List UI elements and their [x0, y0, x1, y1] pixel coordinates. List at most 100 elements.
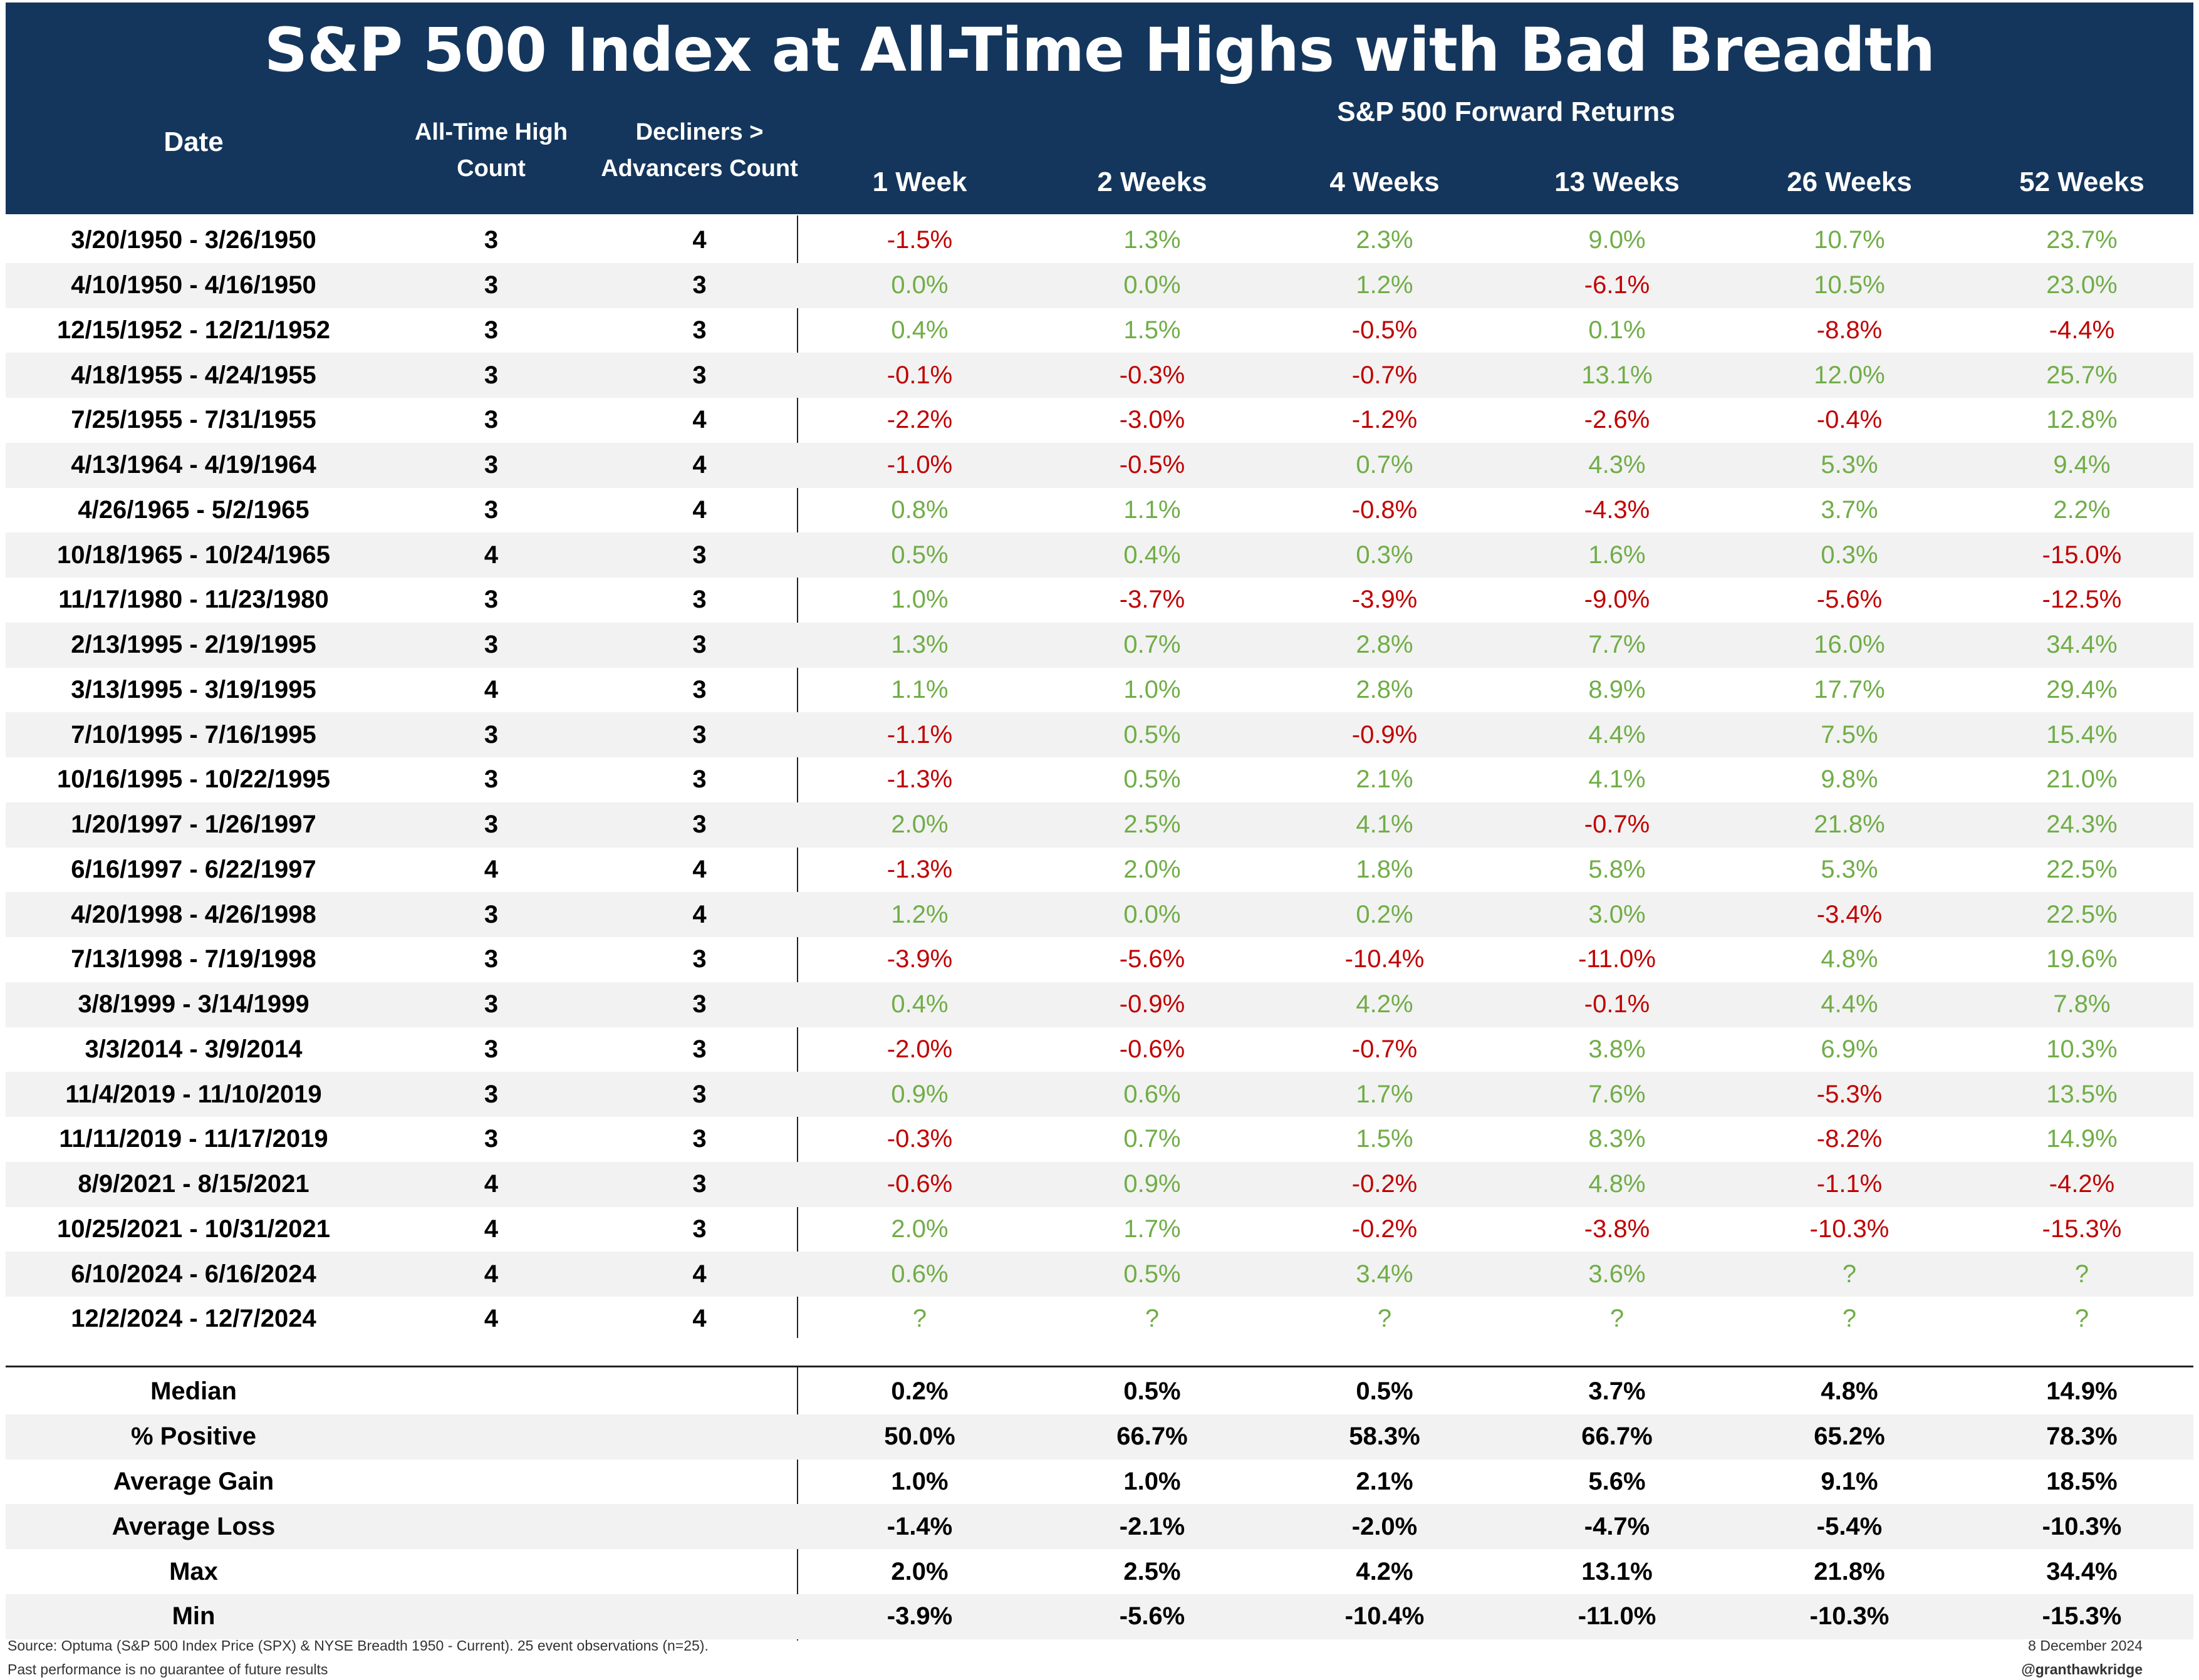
summary-value: 58.3% [1349, 1423, 1420, 1451]
date-cell: 4/10/1950 - 4/16/1950 [71, 271, 316, 299]
summary-row: Min -3.9% -5.6% -10.4% -11.0% -10.3% -15.3% [6, 1594, 2193, 1639]
return-cell: 25.7% [2046, 361, 2118, 389]
return-cell: -3.4% [1816, 900, 1883, 928]
summary-value: 1.0% [1123, 1467, 1181, 1495]
return-cell: 5.8% [1588, 855, 1646, 883]
return-cell: -0.5% [1351, 316, 1418, 344]
return-cell: ? [2074, 1260, 2089, 1288]
date-cell: 10/16/1995 - 10/22/1995 [57, 765, 330, 794]
decliners-count-cell: 3 [692, 1035, 707, 1063]
header-date: Date [164, 127, 224, 157]
ath-count-cell: 3 [484, 720, 499, 749]
return-cell: 1.1% [1123, 495, 1181, 524]
ath-count-cell: 3 [484, 1125, 499, 1153]
ath-count-cell: 3 [484, 316, 499, 344]
summary-value: -2.0% [1351, 1512, 1418, 1540]
decliners-count-cell: 3 [692, 631, 707, 659]
return-cell: 3.0% [1588, 900, 1646, 928]
return-cell: 2.8% [1356, 675, 1413, 703]
summary-value: -1.4% [886, 1512, 953, 1540]
return-cell: 0.2% [1356, 900, 1413, 928]
return-cell: 4.4% [1588, 720, 1646, 749]
table-row: 3/20/1950 - 3/26/1950 3 4 -1.5% 1.3% 2.3% 9.0%… [6, 218, 2193, 263]
summary-value: 78.3% [2046, 1423, 2118, 1451]
return-cell: 5.3% [1821, 855, 1878, 883]
return-cell: 9.4% [2053, 451, 2111, 479]
return-cell: -3.7% [1119, 586, 1185, 614]
return-cell: -0.3% [886, 1125, 953, 1153]
ath-count-cell: 3 [484, 990, 499, 1019]
date-cell: 12/15/1952 - 12/21/1952 [57, 316, 330, 344]
summary-label: % Positive [130, 1423, 257, 1451]
ath-count-cell: 3 [484, 631, 499, 659]
return-cell: 4.1% [1588, 765, 1646, 794]
summary-value: 0.5% [1356, 1377, 1413, 1406]
ath-count-cell: 3 [484, 900, 499, 928]
decliners-count-cell: 3 [692, 675, 707, 703]
decliners-count-cell: 3 [692, 811, 707, 839]
date-cell: 7/25/1955 - 7/31/1955 [71, 406, 316, 434]
summary-value: 13.1% [1581, 1557, 1653, 1585]
return-cell: 7.5% [1821, 720, 1878, 749]
return-cell: 22.5% [2046, 900, 2118, 928]
summary-value: 0.5% [1123, 1377, 1181, 1406]
return-cell: 0.3% [1356, 541, 1413, 569]
date-cell: 3/13/1995 - 3/19/1995 [71, 675, 316, 703]
header-4-weeks: 4 Weeks [1329, 167, 1440, 197]
return-cell: -8.2% [1816, 1125, 1883, 1153]
summary-value: 2.1% [1356, 1467, 1413, 1495]
footer-handle: @granthawkridge [2021, 1661, 2143, 1677]
decliners-count-cell: 4 [692, 855, 707, 883]
return-cell: 8.9% [1588, 675, 1646, 703]
return-cell: 4.2% [1356, 990, 1413, 1019]
table-header: S&P 500 Index at All-Time Highs with Bad… [6, 3, 2193, 214]
return-cell: 2.1% [1356, 765, 1413, 794]
data-rows: 3/20/1950 - 3/26/1950 3 4 -1.5% 1.3% 2.3% 9.0%… [6, 218, 2193, 1342]
summary-value: -5.6% [1119, 1602, 1185, 1631]
return-cell: 15.4% [2046, 720, 2118, 749]
return-cell: 22.5% [2046, 855, 2118, 883]
table-row: 3/13/1995 - 3/19/1995 4 3 1.1% 1.0% 2.8% 8.9% 1… [6, 668, 2193, 713]
return-cell: -0.4% [1816, 406, 1883, 434]
return-cell: ? [1377, 1305, 1392, 1333]
header-1-week: 1 Week [872, 167, 967, 197]
date-cell: 3/8/1999 - 3/14/1999 [78, 990, 309, 1019]
return-cell: 13.5% [2046, 1080, 2118, 1108]
return-cell: -0.7% [1584, 811, 1650, 839]
decliners-count-cell: 3 [692, 945, 707, 973]
return-cell: 9.0% [1588, 226, 1646, 254]
return-cell: 2.5% [1123, 811, 1181, 839]
return-cell: -0.1% [1584, 990, 1650, 1019]
return-cell: 0.4% [1123, 541, 1181, 569]
return-cell: -0.2% [1351, 1215, 1418, 1243]
return-cell: 3.8% [1588, 1035, 1646, 1063]
return-cell: 1.7% [1356, 1080, 1413, 1108]
table-row: 3/8/1999 - 3/14/1999 3 3 0.4% -0.9% 4.2% -0.1%… [6, 982, 2193, 1027]
return-cell: 7.6% [1588, 1080, 1646, 1108]
decliners-count-cell: 4 [692, 495, 707, 524]
summary-label: Median [150, 1377, 237, 1406]
header-dec-line2: Advancers Count [601, 155, 798, 182]
summary-value: 0.2% [891, 1377, 949, 1406]
return-cell: -0.9% [1119, 990, 1185, 1019]
return-cell: -0.1% [886, 361, 953, 389]
decliners-count-cell: 3 [692, 586, 707, 614]
date-cell: 6/16/1997 - 6/22/1997 [71, 855, 316, 883]
return-cell: 16.0% [1814, 631, 1885, 659]
return-cell: 0.4% [891, 990, 949, 1019]
date-cell: 3/20/1950 - 3/26/1950 [71, 226, 316, 254]
return-cell: 1.8% [1356, 855, 1413, 883]
return-cell: -0.9% [1351, 720, 1418, 749]
summary-value: 21.8% [1814, 1557, 1885, 1585]
decliners-count-cell: 3 [692, 990, 707, 1019]
ath-count-cell: 3 [484, 1080, 499, 1108]
return-cell: -3.9% [886, 945, 953, 973]
summary-label: Min [172, 1602, 216, 1631]
decliners-count-cell: 3 [692, 361, 707, 389]
return-cell: 0.5% [1123, 1260, 1181, 1288]
table-row: 7/13/1998 - 7/19/1998 3 3 -3.9% -5.6% -10.4% -… [6, 937, 2193, 982]
summary-value: 66.7% [1581, 1423, 1653, 1451]
summary-value: -5.4% [1816, 1512, 1883, 1540]
header-26-weeks: 26 Weeks [1787, 167, 1912, 197]
summary-label: Max [169, 1557, 218, 1585]
